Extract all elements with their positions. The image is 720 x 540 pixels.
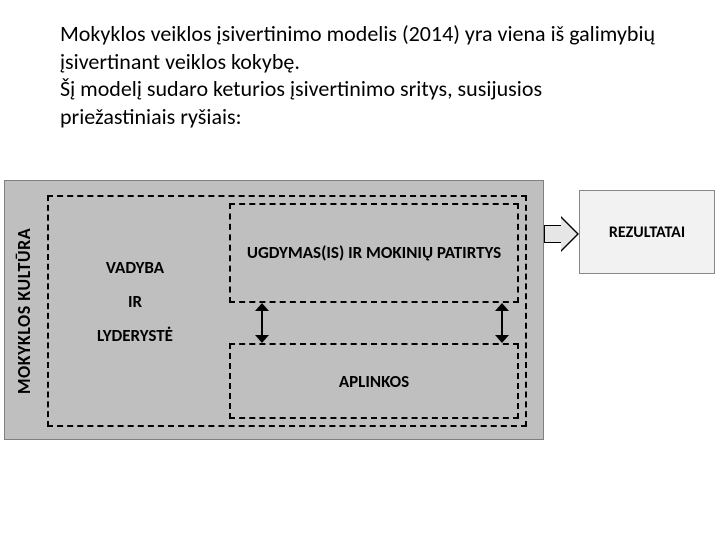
culture-vertical-label: MOKYKLOS KULTŪRA	[9, 181, 39, 441]
intro-paragraph: Mokyklos veiklos įsivertinimo modelis (2…	[60, 20, 660, 130]
double-arrow-right	[495, 303, 509, 343]
intro-line-1: Mokyklos veiklos įsivertinimo modelis (2…	[60, 20, 655, 75]
teaching-block: UGDYMAS(IS) IR MOKINIŲ PATIRTYS	[229, 203, 519, 303]
results-label: REZULTATAI	[609, 223, 685, 242]
leadership-line-3: LYDERYSTĖ	[97, 325, 173, 346]
culture-panel: MOKYKLOS KULTŪRA VADYBA IR LYDERYSTĖ UGD…	[4, 180, 544, 440]
culture-vertical-text: MOKYKLOS KULTŪRA	[13, 228, 35, 394]
leadership-block: VADYBA IR LYDERYSTĖ	[55, 251, 215, 353]
results-block: REZULTATAI	[579, 190, 715, 274]
leadership-line-1: VADYBA	[106, 257, 164, 278]
leadership-line-2: IR	[128, 291, 142, 312]
intro-line-2: Šį modelį sudaro keturios įsivertinimo s…	[60, 75, 542, 130]
model-diagram: MOKYKLOS KULTŪRA VADYBA IR LYDERYSTĖ UGD…	[4, 180, 716, 440]
output-arrow-icon	[544, 216, 579, 252]
environment-block: APLINKOS	[229, 343, 519, 419]
environment-label: APLINKOS	[339, 371, 409, 392]
teaching-label: UGDYMAS(IS) IR MOKINIŲ PATIRTYS	[247, 240, 501, 266]
double-arrow-left	[255, 303, 269, 343]
